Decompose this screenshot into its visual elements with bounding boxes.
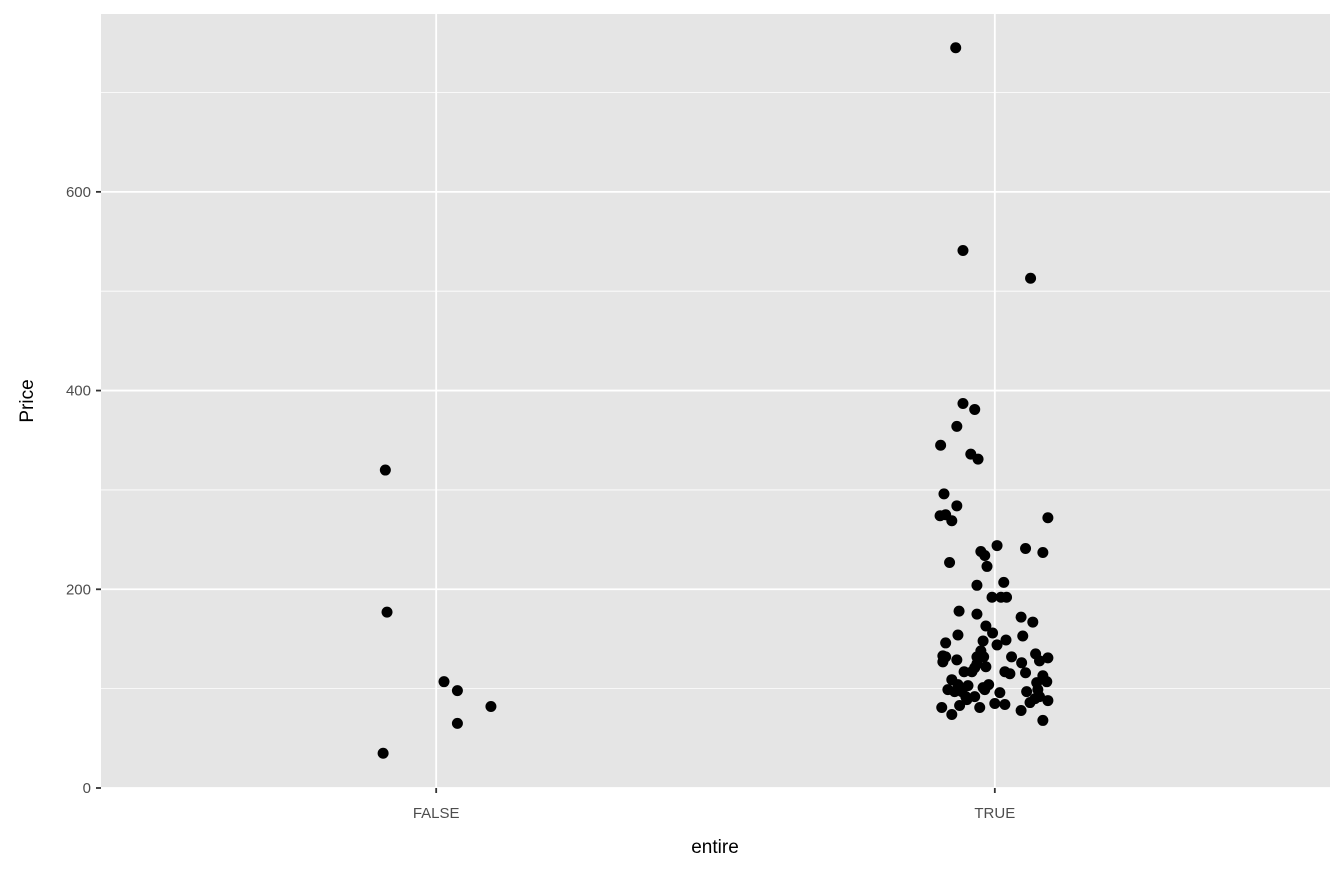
x-tick-label: TRUE (974, 805, 1015, 822)
x-tick-label: FALSE (413, 805, 460, 822)
data-point (946, 515, 958, 527)
data-point (1042, 512, 1054, 524)
data-point (958, 666, 970, 678)
data-point (1029, 693, 1041, 705)
data-point (991, 639, 1003, 651)
gridlines (101, 14, 1330, 789)
data-point (1006, 651, 1018, 663)
data-point (1037, 714, 1049, 726)
data-point (953, 605, 965, 617)
data-point (999, 699, 1011, 711)
data-point (954, 700, 966, 712)
data-point (969, 403, 981, 415)
y-tick-label: 600 (66, 184, 91, 201)
data-point (966, 666, 978, 678)
data-point (936, 702, 948, 714)
x-axis-title: entire (691, 837, 739, 858)
data-point (957, 244, 969, 256)
data-point (994, 687, 1006, 699)
data-point (438, 676, 450, 688)
data-point (1034, 655, 1046, 667)
data-point (946, 708, 958, 720)
data-point (951, 654, 963, 666)
data-point (979, 684, 991, 696)
data-point (937, 656, 949, 668)
data-points (377, 42, 1054, 759)
data-point (957, 397, 969, 409)
data-point (991, 540, 1003, 552)
data-point (1000, 634, 1012, 646)
data-point (1041, 676, 1053, 688)
data-point (451, 717, 463, 729)
plot-panel (101, 14, 1330, 788)
data-point (1001, 591, 1013, 603)
data-point (1042, 652, 1054, 664)
data-point (987, 627, 999, 639)
data-point (1017, 630, 1029, 642)
data-point (1021, 686, 1033, 698)
data-point (989, 698, 1001, 710)
data-point (1004, 668, 1016, 680)
data-point (377, 747, 389, 759)
data-point (952, 629, 964, 641)
data-point (940, 637, 952, 649)
data-point (972, 453, 984, 465)
data-point (951, 500, 963, 512)
data-point (978, 651, 990, 663)
data-point (938, 488, 950, 500)
data-point (998, 576, 1010, 588)
data-point (935, 439, 947, 451)
data-point (1025, 272, 1037, 284)
data-point (1037, 547, 1049, 559)
data-point (950, 42, 962, 54)
data-point (977, 635, 989, 647)
data-point (485, 701, 497, 713)
data-point (986, 591, 998, 603)
data-point (1015, 705, 1027, 717)
data-point (980, 661, 992, 673)
data-point (1020, 543, 1032, 555)
y-axis-title: Price (17, 379, 38, 422)
data-point (1015, 611, 1027, 623)
axes: 0 200 400 600 FALSE TRUE (66, 184, 1015, 822)
data-point (980, 620, 992, 632)
data-point (971, 608, 983, 620)
data-point (1020, 667, 1032, 679)
data-point (451, 685, 463, 697)
data-point (381, 606, 393, 618)
data-point (379, 464, 391, 476)
y-tick-label: 400 (66, 383, 91, 400)
data-point (944, 556, 956, 568)
data-point (961, 694, 973, 706)
data-point (974, 702, 986, 714)
y-tick-label: 0 (83, 780, 91, 797)
y-tick-label: 200 (66, 581, 91, 598)
data-point (979, 550, 991, 562)
data-point (1016, 657, 1028, 669)
data-point (981, 560, 993, 572)
data-point (1027, 616, 1039, 628)
data-point (971, 579, 983, 591)
data-point (1042, 695, 1054, 707)
data-point (951, 420, 963, 432)
